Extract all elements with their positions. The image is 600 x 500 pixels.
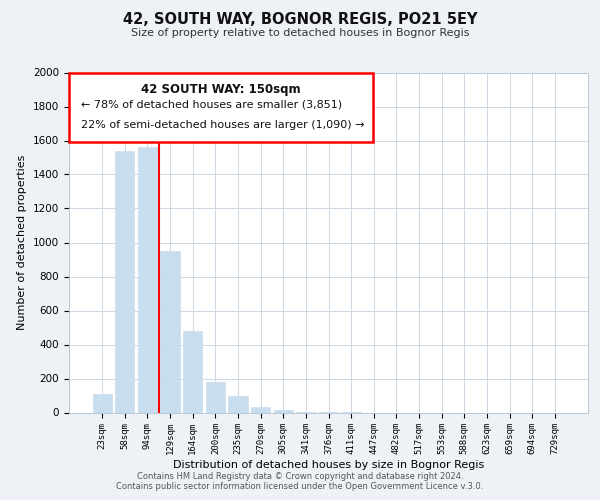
Text: 22% of semi-detached houses are larger (1,090) →: 22% of semi-detached houses are larger (… xyxy=(81,120,364,130)
Bar xyxy=(251,406,270,412)
X-axis label: Distribution of detached houses by size in Bognor Regis: Distribution of detached houses by size … xyxy=(173,460,484,470)
Bar xyxy=(274,410,293,412)
Text: Size of property relative to detached houses in Bognor Regis: Size of property relative to detached ho… xyxy=(131,28,469,38)
Bar xyxy=(92,394,112,412)
Bar xyxy=(115,150,134,412)
Y-axis label: Number of detached properties: Number of detached properties xyxy=(17,155,28,330)
FancyBboxPatch shape xyxy=(69,72,373,142)
Text: 42 SOUTH WAY: 150sqm: 42 SOUTH WAY: 150sqm xyxy=(141,82,301,96)
Bar xyxy=(138,148,157,412)
Bar xyxy=(229,396,248,412)
Bar xyxy=(206,382,225,412)
Text: Contains HM Land Registry data © Crown copyright and database right 2024.: Contains HM Land Registry data © Crown c… xyxy=(137,472,463,481)
Text: ← 78% of detached houses are smaller (3,851): ← 78% of detached houses are smaller (3,… xyxy=(81,100,342,110)
Bar xyxy=(183,331,202,412)
Bar xyxy=(160,251,180,412)
Text: 42, SOUTH WAY, BOGNOR REGIS, PO21 5EY: 42, SOUTH WAY, BOGNOR REGIS, PO21 5EY xyxy=(123,12,477,28)
Text: Contains public sector information licensed under the Open Government Licence v.: Contains public sector information licen… xyxy=(116,482,484,491)
